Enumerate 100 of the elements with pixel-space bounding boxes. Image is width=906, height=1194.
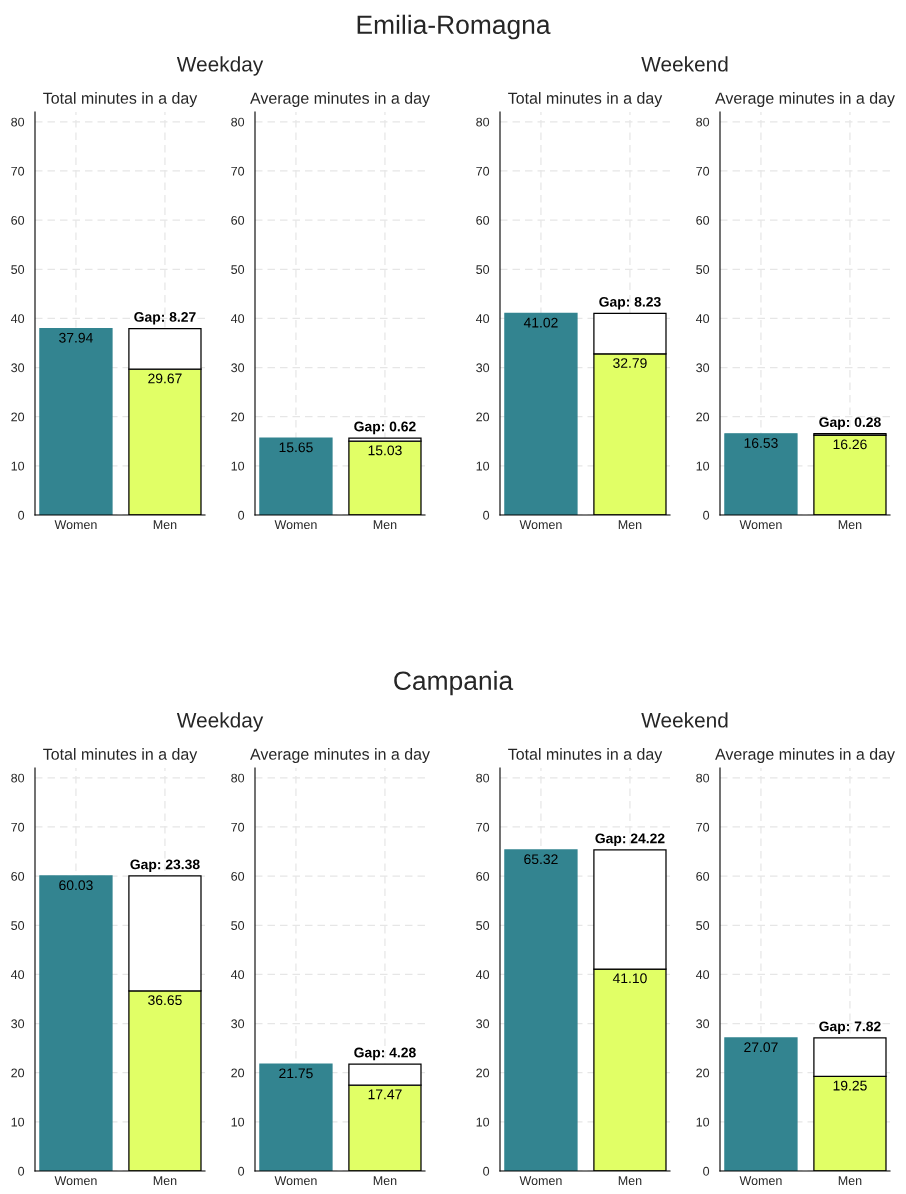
y-tick-label: 40 xyxy=(10,970,25,980)
data-label: 41.10 xyxy=(612,973,647,984)
data-label: Gap: 4.28 xyxy=(354,1047,416,1061)
y-tick-label: 60 xyxy=(11,871,25,881)
y-tick-label: 80 xyxy=(476,773,490,783)
data-label: Gap: 23.38 xyxy=(130,859,200,873)
y-tick-label: 40 xyxy=(230,970,245,980)
data-label: 65.32 xyxy=(524,854,558,865)
y-tick-label: 80 xyxy=(231,117,245,127)
y-tick-label: 30 xyxy=(11,1019,25,1029)
y-tick-label: 0 xyxy=(703,510,710,520)
data-label: 21.75 xyxy=(279,1068,313,1079)
chart-title: Total minutes in a day xyxy=(43,748,198,763)
y-tick-label: 50 xyxy=(476,921,490,930)
y-tick-label: 10 xyxy=(696,461,710,471)
text: Weekday xyxy=(176,712,264,732)
y-tick-label: 80 xyxy=(11,773,25,783)
y-tick-label: 50 xyxy=(11,265,25,274)
y-tick-label: 20 xyxy=(476,1068,490,1078)
y-tick-label: 50 xyxy=(476,265,490,274)
chart-title: Total minutes in a day xyxy=(508,92,663,107)
y-tick-label: 50 xyxy=(696,921,710,930)
y-tick-label: 30 xyxy=(476,363,490,373)
y-tick-label: 0 xyxy=(18,1166,25,1176)
y-tick-label: 60 xyxy=(476,871,490,881)
data-label: 32.79 xyxy=(613,358,647,368)
y-tick-label: 40 xyxy=(230,314,245,324)
y-tick-label: 50 xyxy=(11,921,25,930)
y-tick-label: 30 xyxy=(696,1019,710,1029)
data-label: 41.02 xyxy=(523,317,558,328)
y-tick-label: 10 xyxy=(231,461,245,471)
data-label: Gap: 24.22 xyxy=(595,833,665,847)
data-label: 15.65 xyxy=(279,442,313,453)
y-tick-label: 20 xyxy=(231,412,245,422)
data-label: 36.65 xyxy=(148,995,182,1006)
y-tick-label: 20 xyxy=(696,1068,710,1078)
y-tick-label: 30 xyxy=(11,363,25,373)
y-tick-label: 80 xyxy=(11,117,25,127)
y-tick-label: 60 xyxy=(231,871,245,881)
y-tick-label: 30 xyxy=(231,1019,245,1029)
x-tick-label: Women xyxy=(519,520,562,530)
y-tick-label: 10 xyxy=(696,1117,710,1127)
chart-title: Average minutes in a day xyxy=(250,748,430,763)
data-label: Gap: 7.82 xyxy=(819,1021,881,1035)
y-tick-label: 70 xyxy=(11,166,25,176)
y-tick-label: 20 xyxy=(11,412,25,422)
text: Emilia-Romagna xyxy=(357,14,551,40)
data-label: 17.47 xyxy=(368,1089,402,1100)
y-tick-label: 80 xyxy=(696,773,710,783)
x-tick-label: Men xyxy=(153,520,177,530)
y-tick-label: 60 xyxy=(696,871,710,881)
x-tick-label: Men xyxy=(838,1176,862,1186)
y-tick-label: 70 xyxy=(476,822,490,832)
y-tick-label: 70 xyxy=(231,166,245,176)
y-tick-label: 70 xyxy=(696,166,710,176)
data-label: 60.03 xyxy=(59,880,93,891)
y-tick-label: 40 xyxy=(475,314,490,324)
x-tick-label: Men xyxy=(618,1176,642,1186)
y-tick-label: 20 xyxy=(231,1068,245,1078)
data-label: 27.07 xyxy=(744,1042,778,1053)
y-tick-label: 60 xyxy=(231,215,245,225)
y-tick-label: 80 xyxy=(476,117,490,127)
data-label: Gap: 0.62 xyxy=(354,421,416,435)
y-tick-label: 40 xyxy=(10,314,25,324)
y-tick-label: 80 xyxy=(231,773,245,783)
x-tick-label: Women xyxy=(739,1176,782,1186)
chart-title: Average minutes in a day xyxy=(250,92,430,107)
text: Weekend xyxy=(641,712,728,728)
y-tick-label: 40 xyxy=(695,314,710,324)
x-tick-label: Women xyxy=(274,520,317,530)
data-label: 29.67 xyxy=(148,373,182,384)
y-tick-label: 50 xyxy=(231,265,245,274)
data-label: Gap: 8.23 xyxy=(599,296,661,310)
x-tick-label: Men xyxy=(373,1176,397,1186)
y-tick-label: 30 xyxy=(476,1019,490,1029)
y-tick-label: 40 xyxy=(475,970,490,980)
y-tick-label: 50 xyxy=(231,921,245,930)
y-tick-label: 0 xyxy=(483,510,490,520)
y-tick-label: 10 xyxy=(11,1117,25,1127)
y-tick-label: 10 xyxy=(231,1117,245,1127)
y-tick-label: 70 xyxy=(11,822,25,832)
data-label: 16.53 xyxy=(744,438,778,448)
y-tick-label: 60 xyxy=(11,215,25,225)
text: Weekend xyxy=(641,56,728,72)
x-tick-label: Men xyxy=(838,520,862,530)
y-tick-label: 60 xyxy=(696,215,710,225)
text: Campania xyxy=(394,670,514,696)
x-tick-label: Women xyxy=(519,1176,562,1186)
x-tick-label: Women xyxy=(739,520,782,530)
y-tick-label: 20 xyxy=(476,412,490,422)
y-tick-label: 0 xyxy=(18,510,25,520)
chart-title: Average minutes in a day xyxy=(715,748,895,763)
data-label: Gap: 0.28 xyxy=(819,417,881,430)
chart-title: Total minutes in a day xyxy=(508,748,663,763)
data-label: Gap: 8.27 xyxy=(134,312,196,325)
x-tick-label: Women xyxy=(274,1176,317,1186)
data-label: 16.26 xyxy=(833,439,867,450)
y-tick-label: 30 xyxy=(231,363,245,373)
y-tick-label: 70 xyxy=(476,166,490,176)
y-tick-label: 0 xyxy=(703,1166,710,1176)
